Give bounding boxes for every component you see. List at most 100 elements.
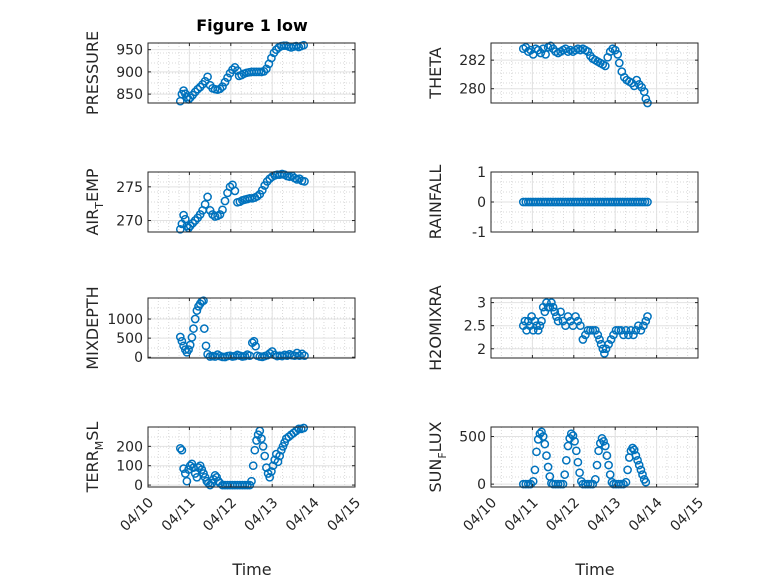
- y-axis-label-subscript: T: [93, 202, 106, 210]
- axes-box: [490, 426, 699, 488]
- series-air-temp: [175, 169, 309, 234]
- data-point: [638, 470, 647, 479]
- data-point: [252, 436, 261, 445]
- y-tick-label: -1: [472, 225, 486, 241]
- data-point: [639, 321, 648, 331]
- data-point: [636, 465, 646, 475]
- data-point: [583, 479, 593, 489]
- data-point: [633, 455, 642, 465]
- data-point: [634, 321, 643, 331]
- series-theta: [518, 41, 652, 108]
- y-axis-label-main: AIR: [83, 209, 102, 236]
- y-tick-label: 900: [116, 65, 143, 81]
- data-point: [273, 457, 283, 467]
- data-point: [189, 324, 198, 333]
- y-tick-label: 3: [477, 296, 486, 312]
- data-point: [600, 441, 610, 451]
- data-point: [643, 197, 652, 207]
- data-point: [203, 72, 212, 82]
- data-point: [175, 443, 185, 453]
- y-axis-label-main: SUN: [426, 459, 445, 493]
- data-point: [637, 82, 647, 92]
- axes-box: [147, 171, 356, 233]
- data-point: [613, 50, 623, 59]
- data-point: [278, 442, 288, 451]
- x-tick-label: 04/12: [200, 495, 240, 535]
- y-axis-label: RAINFALL: [426, 165, 445, 240]
- data-point: [614, 58, 624, 68]
- data-point: [300, 177, 309, 186]
- data-point: [203, 192, 212, 202]
- data-point: [616, 479, 626, 489]
- data-point: [560, 470, 570, 479]
- data-point: [245, 193, 255, 203]
- data-point: [190, 216, 200, 225]
- data-point: [610, 45, 620, 55]
- data-point: [251, 341, 260, 351]
- y-tick-label: 200: [116, 439, 143, 455]
- subplot-air-temp: 270 275 AIRTEMP: [83, 168, 356, 236]
- axes-box: [490, 297, 699, 359]
- y-tick-label: 500: [459, 430, 486, 446]
- data-point: [629, 330, 638, 340]
- series-rainfall: [518, 197, 652, 207]
- data-point: [556, 307, 565, 317]
- data-point: [252, 191, 262, 201]
- data-point: [267, 467, 276, 476]
- data-point: [543, 462, 553, 472]
- series-h2omixra: [518, 298, 652, 358]
- data-point: [641, 316, 651, 326]
- subplot-h2omixra: 2 2.5 3 H2OMIXRA: [426, 285, 699, 371]
- data-point: [600, 349, 609, 358]
- data-point: [616, 325, 626, 335]
- data-point: [571, 446, 581, 456]
- axes-box: [147, 42, 356, 104]
- data-point: [540, 439, 550, 449]
- y-axis-label-tail: EMP: [83, 168, 102, 202]
- data-point: [220, 196, 230, 206]
- y-axis-label-main: THETA: [426, 47, 445, 99]
- data-point: [260, 451, 270, 461]
- y-tick-label: 950: [116, 43, 143, 59]
- data-point: [602, 451, 612, 460]
- y-axis-label: PRESSURE: [83, 31, 102, 115]
- data-point: [592, 460, 602, 470]
- data-point: [624, 330, 633, 340]
- data-point: [588, 325, 598, 335]
- subplot-theta: 280 282 THETA: [426, 41, 699, 108]
- data-point: [258, 442, 268, 451]
- y-tick-label: 1000: [107, 312, 143, 328]
- data-point: [192, 472, 202, 482]
- y-axis-label-tail: LUX: [426, 421, 445, 452]
- data-point: [257, 185, 267, 195]
- y-tick-label: 0: [134, 350, 143, 366]
- data-point: [628, 443, 637, 453]
- data-point: [611, 325, 621, 335]
- data-point: [177, 445, 187, 455]
- data-point: [247, 476, 256, 486]
- data-point: [573, 457, 583, 467]
- data-point: [629, 445, 639, 455]
- data-point: [542, 451, 551, 460]
- data-point: [175, 224, 185, 234]
- data-point: [262, 64, 271, 74]
- y-axis-label: AIRTEMP: [83, 168, 106, 235]
- grid: [147, 43, 356, 103]
- data-point: [220, 77, 230, 87]
- data-point: [575, 468, 584, 478]
- data-point: [292, 348, 302, 358]
- grid: [147, 298, 356, 358]
- subplot-sun-flux: 0 500 04/10 04/11 04/12 04/13 04/14 04/15 SUNFLU…: [426, 421, 707, 534]
- subplot-rainfall: -1 0 1 RAINFALL: [426, 165, 699, 241]
- data-point: [621, 477, 631, 487]
- data-point: [623, 465, 632, 475]
- y-axis-label: SUNFLUX: [426, 421, 449, 492]
- y-tick-label: 500: [116, 331, 143, 347]
- x-tick-label: 04/11: [159, 495, 199, 535]
- data-point: [187, 333, 197, 342]
- y-tick-label: 2: [477, 342, 486, 358]
- y-axis-label-tail: SL: [83, 422, 102, 441]
- y-axis-label: THETA: [426, 47, 445, 99]
- data-point: [218, 82, 227, 91]
- subplot-mixdepth: 0 500 1000 MIXDEPTH: [83, 286, 356, 370]
